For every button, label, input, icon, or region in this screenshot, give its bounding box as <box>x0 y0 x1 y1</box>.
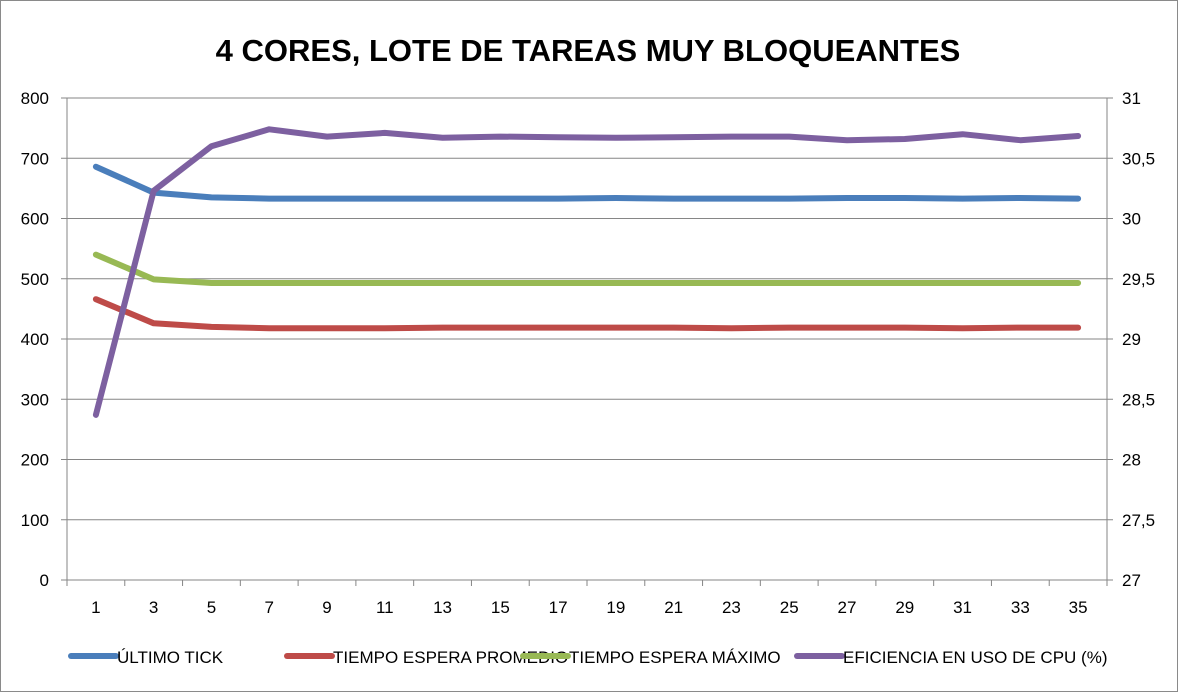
series-line-3 <box>92 251 1082 286</box>
x-tick-label: 31 <box>953 598 972 617</box>
left-tick-label: 800 <box>21 89 49 108</box>
right-tick-label: 29 <box>1122 330 1141 349</box>
legend-label: TIEMPO ESPERA PROMEDIO <box>333 648 568 667</box>
left-tick-label: 600 <box>21 210 49 229</box>
left-tick-label: 0 <box>40 571 49 590</box>
left-tick-label: 500 <box>21 270 49 289</box>
left-tick-label: 100 <box>21 511 49 530</box>
x-tick-label: 19 <box>606 598 625 617</box>
x-axis-ticks: 1 3 5 7 9 11 13 15 17 19 21 23 25 27 29 31 33 35 <box>91 598 1087 617</box>
chart-title: 4 CORES, LOTE DE TAREAS MUY BLOQUEANTES <box>216 33 961 68</box>
right-tick-label: 30 <box>1122 210 1141 229</box>
x-tick-label: 9 <box>322 598 331 617</box>
right-tick-label: 30,5 <box>1122 149 1155 168</box>
gridlines <box>67 97 1107 521</box>
x-tick-label: 21 <box>664 598 683 617</box>
left-tick-label: 700 <box>21 149 49 168</box>
right-tick-label: 28,5 <box>1122 390 1155 409</box>
right-tick-label: 31 <box>1122 89 1141 108</box>
x-tick-label: 5 <box>207 598 216 617</box>
x-tick-label: 33 <box>1011 598 1030 617</box>
legend-label: TIEMPO ESPERA MÁXIMO <box>569 648 781 667</box>
x-tick-label: 3 <box>149 598 158 617</box>
axes <box>61 97 1113 586</box>
x-tick-label: 27 <box>838 598 857 617</box>
right-axis-ticks: 27 27,5 28 28,5 29 29,5 30 30,5 31 <box>1122 89 1155 590</box>
x-tick-label: 23 <box>722 598 741 617</box>
left-tick-label: 300 <box>21 390 49 409</box>
x-tick-label: 35 <box>1069 598 1088 617</box>
legend: ÚLTIMO TICK TIEMPO ESPERA PROMEDIO TIEMPO … <box>68 648 1107 667</box>
series-lines <box>92 126 1082 418</box>
x-tick-label: 15 <box>491 598 510 617</box>
right-tick-label: 27,5 <box>1122 511 1155 530</box>
right-tick-label: 29,5 <box>1122 270 1155 289</box>
series-line-4 <box>92 126 1082 418</box>
right-tick-label: 27 <box>1122 571 1141 590</box>
x-tick-label: 17 <box>549 598 568 617</box>
legend-label: EFICIENCIA EN USO DE CPU (%) <box>843 648 1107 667</box>
left-tick-label: 200 <box>21 451 49 470</box>
x-tick-label: 29 <box>895 598 914 617</box>
x-tick-label: 11 <box>376 598 394 617</box>
x-tick-label: 25 <box>780 598 799 617</box>
series-line-1 <box>92 163 1082 202</box>
legend-label: ÚLTIMO TICK <box>117 648 224 667</box>
x-tick-label: 1 <box>91 598 100 617</box>
x-tick-label: 7 <box>264 598 273 617</box>
x-tick-label: 13 <box>433 598 452 617</box>
left-axis-ticks: 0 100 200 300 400 500 600 700 800 <box>21 89 49 590</box>
left-tick-label: 400 <box>21 330 49 349</box>
right-tick-label: 28 <box>1122 451 1141 470</box>
series-line-2 <box>92 296 1082 332</box>
